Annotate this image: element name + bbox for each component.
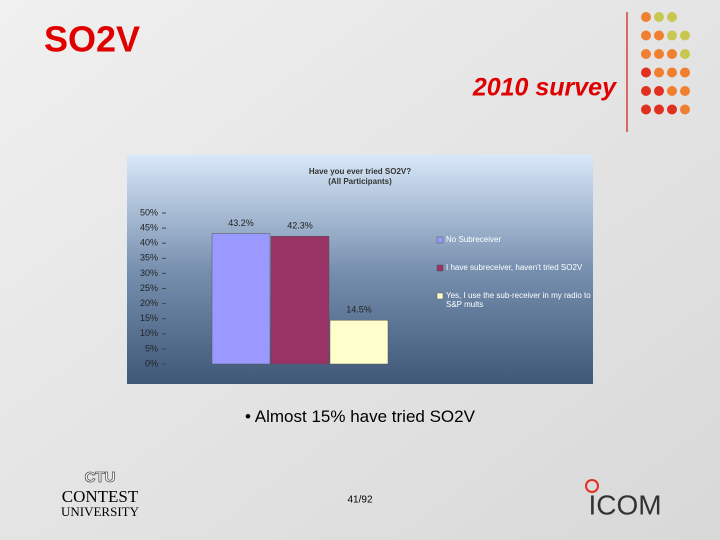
y-tick-label: 40% [140,238,158,248]
bullet-mark: • [245,407,255,426]
decoration-dots [641,12,690,115]
dot [680,49,690,59]
y-tick-label: 20% [140,298,158,308]
legend-swatch [436,236,444,244]
dot [667,12,677,22]
y-tick-label: 5% [145,343,158,353]
legend-label: No Subreceiver [446,235,502,244]
legend-label: I have subreceiver, haven't tried SO2V [446,263,583,272]
y-tick-label: 30% [140,268,158,278]
dot [667,104,677,115]
value-label: 42.3% [287,221,313,231]
dot [654,12,664,22]
dot [680,67,690,78]
logo-icom: ICOM [588,489,661,520]
legend-swatch [436,264,444,272]
legend-entry: I have subreceiver, haven't tried SO2V [446,263,583,272]
y-tick-label: 15% [140,313,158,323]
y-tick-label: 25% [140,283,158,293]
dot [667,30,677,41]
legend-swatch [436,292,444,300]
dot [680,104,690,115]
legend-entry: No Subreceiver [446,235,502,244]
y-tick-label: 10% [140,328,158,338]
dot [667,86,677,96]
dot [654,104,664,115]
chart-subtitle: (All Participants) [328,177,392,186]
dot [680,30,690,41]
y-tick-label: 45% [140,222,158,232]
bar [329,319,389,365]
bar [270,236,330,365]
dot [680,86,690,96]
dot [641,86,651,96]
y-tick-label: 50% [140,207,158,217]
bullet-text: • Almost 15% have tried SO2V [245,407,476,426]
dot [641,12,651,22]
dot [654,49,664,59]
y-tick-label: 0% [145,358,158,368]
dot [654,67,664,78]
slide-subtitle: 2010 survey [472,74,617,102]
slide-title: SO2V [44,19,140,60]
dot [654,30,664,41]
y-tick-label: 35% [140,253,158,263]
dot [667,67,677,78]
page-number: 41/92 [347,495,372,506]
logo-contest: CONTEST [62,487,139,506]
logo-icom-dot [585,479,599,493]
dot [641,49,651,59]
dot [641,104,651,115]
bar [211,233,271,365]
dot [654,86,664,96]
value-label: 14.5% [346,305,372,315]
dot [641,67,651,78]
dot [667,49,677,59]
dot [641,30,651,41]
logo-university: UNIVERSITY [61,504,140,519]
value-label: 43.2% [228,218,254,228]
plot: 0% 5% 10% 15% 20% 25% 30% 35% 40% 45% 50% 43.2% 42.3… [140,207,591,368]
logo-ctu: CTU [85,469,116,486]
legend-label: Yes, I use the sub-receiver in my radio … [446,291,591,309]
bullet: Almost 15% have tried SO2V [255,407,476,426]
legend-entry: Yes, I use the sub-receiver in my radio … [446,291,591,309]
chart-title: Have you ever tried SO2V? [309,167,411,176]
